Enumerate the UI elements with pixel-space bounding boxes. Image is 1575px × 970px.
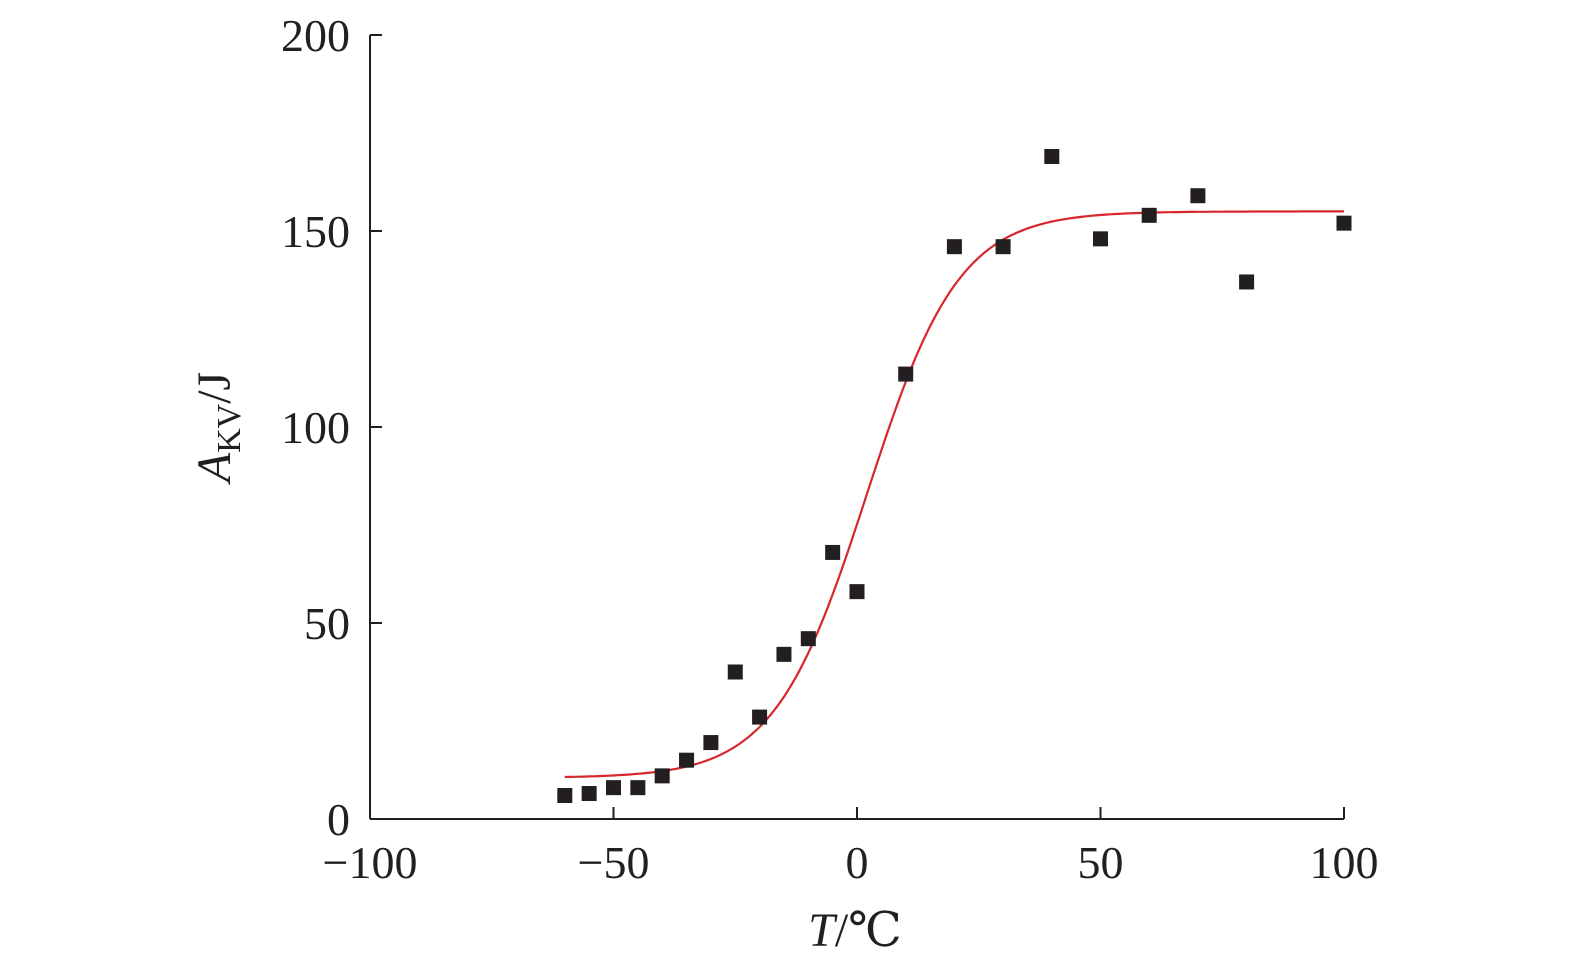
x-tick-label: −50 xyxy=(578,837,650,888)
x-tick-label: −100 xyxy=(323,837,418,888)
data-point xyxy=(679,752,695,768)
data-point xyxy=(849,584,865,600)
data-point xyxy=(654,768,670,784)
data-point xyxy=(752,709,768,725)
fit-curve xyxy=(564,210,1344,779)
x-axis-title: T/℃ xyxy=(808,904,902,957)
ticks: −100 −50 0 50 100 0 50 100 150 200 xyxy=(281,10,1379,888)
data-point xyxy=(898,366,914,382)
data-point xyxy=(946,239,962,255)
data-point xyxy=(557,787,573,803)
fit-curve-group xyxy=(564,210,1344,779)
data-point xyxy=(1190,188,1206,204)
x-tick-label: 0 xyxy=(846,837,869,888)
data-point xyxy=(1239,274,1255,290)
y-axis-title: AKV/J xyxy=(188,372,248,485)
y-tick-label: 200 xyxy=(281,10,350,61)
data-point xyxy=(1141,207,1157,223)
data-point xyxy=(581,786,597,802)
data-point xyxy=(800,631,816,647)
data-point xyxy=(825,544,841,560)
data-point xyxy=(630,780,646,796)
axis-labels: T/℃ AKV/J xyxy=(188,372,902,957)
y-tick-label: 0 xyxy=(327,794,350,845)
x-tick-label: 50 xyxy=(1078,837,1124,888)
data-point xyxy=(1044,149,1060,165)
data-point xyxy=(727,664,743,680)
axes xyxy=(369,35,1344,820)
data-markers xyxy=(557,149,1352,803)
data-point xyxy=(606,780,621,796)
data-point xyxy=(776,646,792,662)
data-point xyxy=(1093,231,1108,247)
x-tick-label: 100 xyxy=(1310,837,1379,888)
data-point xyxy=(995,239,1011,255)
data-point xyxy=(703,735,719,751)
y-tick-label: 50 xyxy=(304,598,350,649)
data-point xyxy=(1336,215,1352,231)
y-tick-label: 150 xyxy=(281,206,350,257)
y-tick-label: 100 xyxy=(281,402,350,453)
